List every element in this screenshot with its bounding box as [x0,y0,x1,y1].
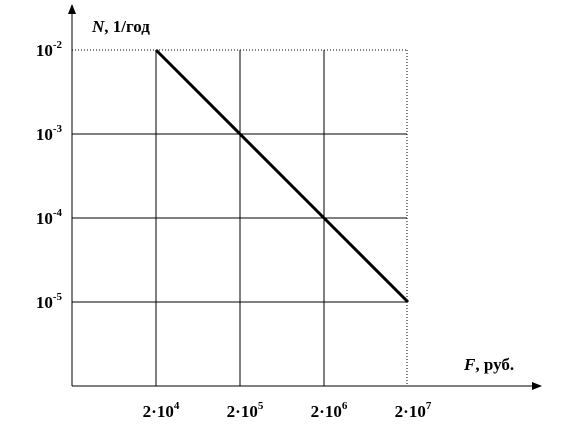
axes [68,4,542,390]
y-tick-label: 10-2 [36,39,63,60]
series [154,48,410,304]
y-axis-title: N, 1/год [91,17,150,36]
x-axis-title: F, руб. [463,355,514,374]
y-tick-label: 10-4 [36,207,63,228]
series-line [154,48,410,304]
x-tick-label: 2·104 [143,400,180,421]
x-tick-label: 2·105 [227,400,264,421]
y-tick-label: 10-5 [36,291,63,312]
labels: 10-2 10-3 10-4 10-5 2·104 2·105 2·106 2·107 [36,39,432,421]
x-tick-label: 2·106 [311,400,348,421]
x-tick-label: 2·107 [395,400,432,421]
y-tick-label: 10-3 [36,123,63,144]
grid [72,49,408,386]
